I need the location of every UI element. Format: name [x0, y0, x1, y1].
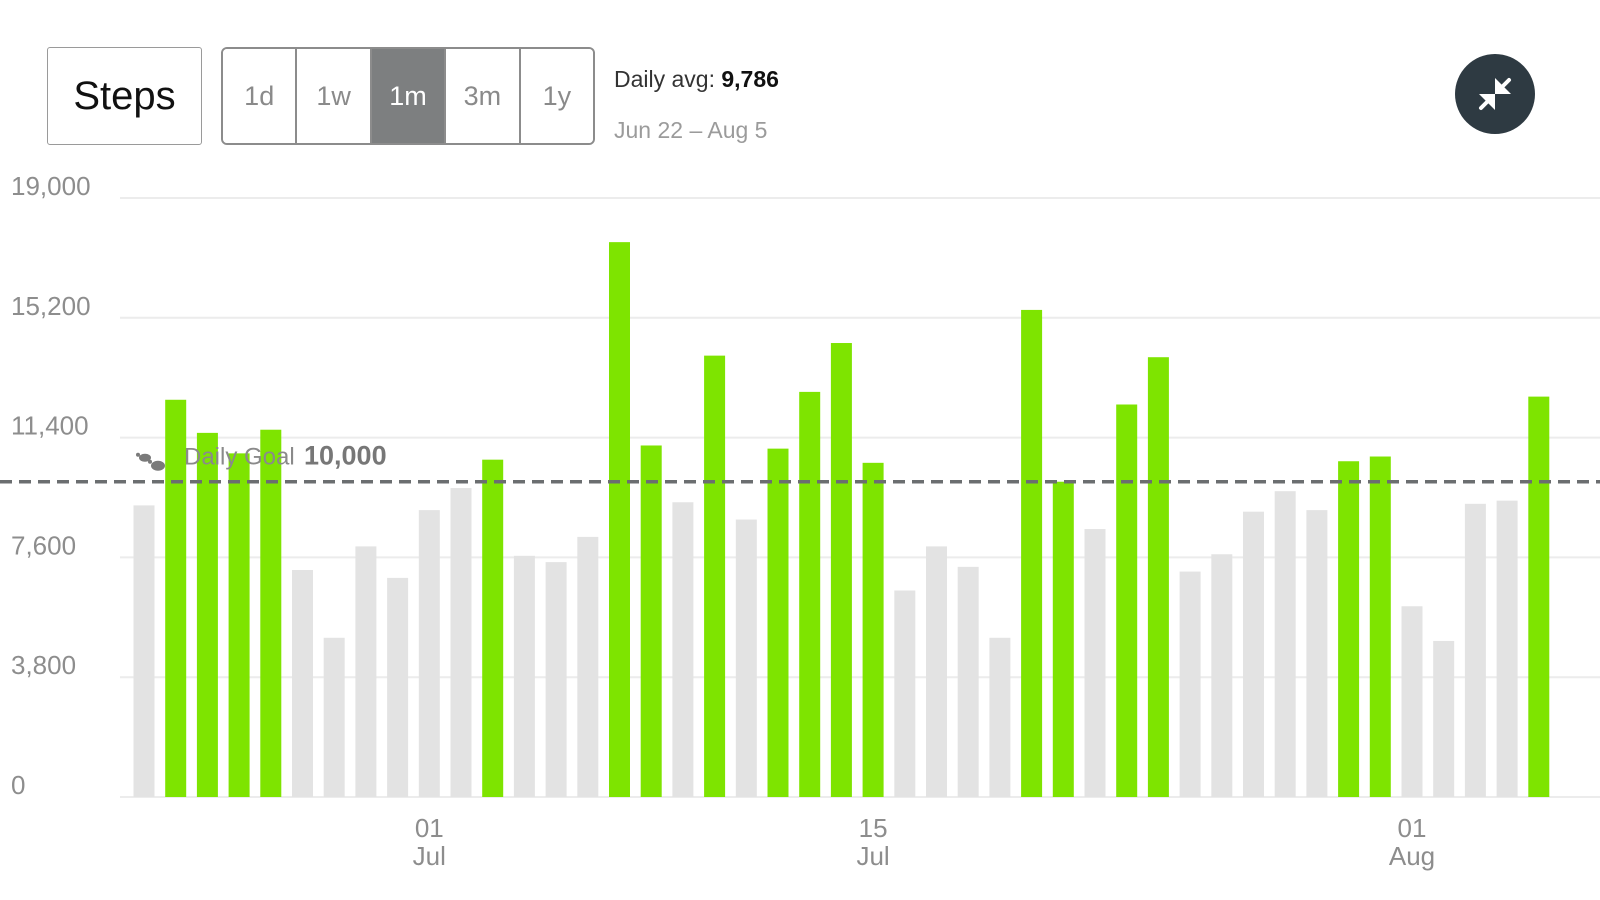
bar-jun-25[interactable]	[228, 453, 250, 797]
bar-jun-27[interactable]	[292, 570, 313, 797]
bar-jun-29[interactable]	[355, 546, 377, 797]
date-range: Jun 22 – Aug 5	[614, 117, 768, 143]
bar-jun-28[interactable]	[323, 637, 345, 797]
bar-jul-2[interactable]	[450, 488, 472, 797]
bar-jul-17[interactable]	[926, 546, 947, 797]
bar-jul-23[interactable]	[1116, 404, 1138, 797]
x-tick-day: 01	[415, 813, 444, 843]
bar-aug-1[interactable]	[1401, 606, 1423, 797]
bar-jul-6[interactable]	[577, 536, 599, 797]
daily-average: Daily avg: 9,786	[614, 66, 779, 93]
range-tab-1w[interactable]: 1w	[295, 49, 370, 143]
daily-average-label: Daily avg:	[614, 66, 715, 92]
metric-selector[interactable]: Steps	[47, 47, 202, 145]
x-tick-day: 01	[1398, 813, 1427, 843]
bar-jul-31[interactable]	[1369, 456, 1391, 797]
bar-jul-8[interactable]	[640, 445, 662, 797]
bar-jul-14[interactable]	[830, 343, 852, 797]
collapse-arrows-icon	[1479, 78, 1511, 110]
bar-jul-25[interactable]	[1179, 571, 1201, 797]
bar-aug-4[interactable]	[1496, 500, 1518, 797]
bar-jul-26[interactable]	[1211, 554, 1233, 797]
bar-jun-30[interactable]	[387, 577, 409, 797]
bar-aug-2[interactable]	[1433, 640, 1455, 797]
bar-jun-22[interactable]	[133, 505, 155, 797]
bar-jul-13[interactable]	[799, 391, 821, 797]
bar-jul-5[interactable]	[545, 562, 567, 797]
bar-jul-18[interactable]	[957, 566, 979, 797]
bar-jul-27[interactable]	[1243, 511, 1264, 797]
bar-jun-24[interactable]	[196, 432, 218, 797]
bar-jul-4[interactable]	[513, 555, 535, 797]
range-tab-1m[interactable]: 1m	[369, 49, 445, 143]
bar-jul-20[interactable]	[1021, 309, 1043, 797]
bar-jun-23[interactable]	[165, 399, 187, 797]
bar-jul-28[interactable]	[1274, 491, 1296, 797]
x-tick-day: 15	[859, 813, 888, 843]
y-tick-label: 0	[11, 770, 25, 800]
bar-jul-24[interactable]	[1147, 357, 1169, 797]
bar-aug-3[interactable]	[1464, 503, 1486, 797]
bar-jun-26[interactable]	[260, 429, 282, 797]
footsteps-icon	[136, 452, 165, 471]
goal-value: 10,000	[304, 441, 387, 471]
x-tick-month: Aug	[1389, 841, 1435, 871]
x-tick-month: Jul	[413, 841, 446, 871]
bar-jul-9[interactable]	[672, 502, 694, 797]
range-tab-1y[interactable]: 1y	[518, 49, 593, 143]
y-tick-label: 19,000	[11, 171, 91, 201]
bar-jul-12[interactable]	[767, 448, 789, 797]
bar-jul-10[interactable]	[704, 355, 726, 797]
x-tick-month: Jul	[856, 841, 889, 871]
bar-jul-16[interactable]	[894, 590, 916, 797]
y-tick-label: 7,600	[11, 530, 76, 560]
range-tab-3m[interactable]: 3m	[444, 49, 519, 143]
bar-jul-22[interactable]	[1084, 529, 1106, 797]
y-tick-label: 15,200	[11, 291, 91, 321]
bar-jul-29[interactable]	[1306, 510, 1328, 797]
bar-jul-7[interactable]	[609, 242, 630, 797]
bar-jul-3[interactable]	[482, 459, 504, 797]
time-range-selector: 1d 1w 1m 3m 1y	[221, 47, 595, 145]
y-tick-label: 3,800	[11, 650, 76, 680]
goal-label: Daily Goal	[184, 444, 295, 471]
bar-jul-11[interactable]	[735, 519, 757, 797]
range-tab-1d[interactable]: 1d	[223, 49, 296, 143]
y-tick-label: 11,400	[11, 411, 89, 441]
bar-jul-15[interactable]	[862, 462, 884, 797]
bar-jul-30[interactable]	[1338, 461, 1360, 797]
bar-jul-1[interactable]	[418, 510, 440, 797]
daily-average-value: 9,786	[721, 66, 779, 92]
metric-label: Steps	[73, 73, 176, 118]
bar-aug-5[interactable]	[1528, 396, 1550, 797]
collapse-button[interactable]	[1455, 54, 1535, 134]
bar-jul-19[interactable]	[989, 637, 1011, 797]
bar-jul-21[interactable]	[1052, 481, 1074, 797]
